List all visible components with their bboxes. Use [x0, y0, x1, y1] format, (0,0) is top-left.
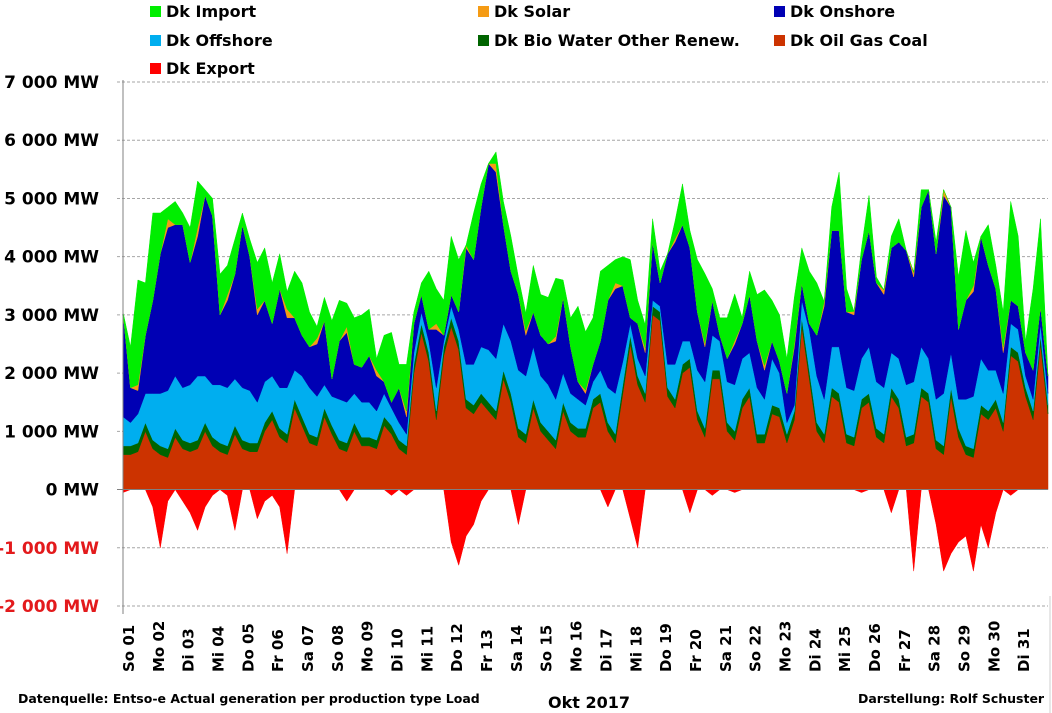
legend-swatch	[774, 6, 785, 17]
y-tick-label: 0 MW	[46, 481, 100, 501]
x-tick-label: Sa 28	[926, 625, 944, 672]
x-tick-label: Do 19	[657, 623, 675, 672]
x-tick-label: Fr 13	[478, 629, 496, 672]
legend: Dk Import Dk Solar Dk Onshore Dk Offshore Dk…	[150, 2, 928, 78]
legend-swatch	[478, 6, 489, 17]
legend-item: Dk Import	[150, 2, 256, 21]
x-tick-label: Di 17	[597, 628, 615, 672]
x-tick-label: Sa 07	[299, 625, 317, 672]
y-tick-label: 4 000 MW	[4, 248, 99, 268]
legend-item: Dk Bio Water Other Renew.	[478, 31, 740, 50]
legend-item: Dk Onshore	[774, 2, 895, 21]
x-tick-label: So 15	[538, 625, 556, 672]
x-tick-label: Fr 27	[896, 629, 914, 672]
legend-swatch	[478, 35, 489, 46]
y-tick-label: 1 000 MW	[4, 422, 99, 442]
legend-item: Dk Solar	[478, 2, 570, 21]
y-tick-label: 2 000 MW	[4, 364, 99, 384]
area-dk-export	[122, 489, 1049, 572]
legend-label: Dk Import	[166, 2, 256, 21]
x-tick-label: Do 26	[866, 623, 884, 672]
x-tick-label: So 01	[120, 625, 138, 672]
x-tick-label: Sa 14	[508, 625, 526, 672]
x-tick-label: Fr 06	[269, 629, 287, 672]
x-tick-label: Mi 18	[627, 626, 645, 672]
y-tick-label: -1 000 MW	[0, 539, 99, 559]
legend-item: Dk Offshore	[150, 31, 273, 50]
legend-item: Dk Oil Gas Coal	[774, 31, 928, 50]
area-dk-import	[122, 151, 1049, 412]
x-tick-label: Do 05	[239, 623, 257, 672]
x-tick-label: So 29	[956, 625, 974, 672]
axes	[117, 80, 1051, 713]
x-tick-label: Mo 09	[359, 621, 377, 672]
x-tick-label: Mo 02	[150, 621, 168, 672]
legend-swatch	[774, 35, 785, 46]
x-tick-label: Mi 04	[210, 626, 228, 672]
x-tick-label: Mi 25	[836, 626, 854, 672]
data-source-note: Datenquelle: Entso-e Actual generation p…	[18, 691, 480, 706]
legend-label: Dk Solar	[494, 2, 570, 21]
x-tick-label: Mo 16	[568, 621, 586, 672]
x-tick-label: Do 12	[448, 623, 466, 672]
x-tick-label: Mi 11	[418, 626, 436, 672]
x-tick-label: Sa 21	[717, 625, 735, 672]
y-tick-label: 3 000 MW	[4, 306, 99, 326]
author-credit: Darstellung: Rolf Schuster	[858, 691, 1045, 706]
legend-swatch	[150, 63, 161, 74]
legend-label: Dk Bio Water Other Renew.	[494, 31, 740, 50]
x-tick-label: Di 10	[389, 628, 407, 672]
x-tick-label: Mo 23	[777, 621, 795, 672]
x-tick-label: Di 03	[180, 628, 198, 672]
x-axis-label: Okt 2017	[548, 693, 630, 712]
x-tick-label: So 08	[329, 625, 347, 672]
y-tick-label: 6 000 MW	[4, 131, 99, 151]
x-axis-ticks: So 01 Mo 02 Di 03 Mi 04 Do 05 Fr 06 Sa 07 So 08…	[120, 621, 1033, 672]
legend-swatch	[150, 6, 161, 17]
x-tick-label: Mo 30	[985, 621, 1003, 672]
y-tick-label: 7 000 MW	[4, 73, 99, 93]
legend-label: Dk Offshore	[166, 31, 273, 50]
legend-label: Dk Export	[166, 59, 255, 78]
legend-swatch	[150, 35, 161, 46]
x-tick-label: Di 31	[1015, 628, 1033, 672]
legend-item: Dk Export	[150, 59, 255, 78]
legend-label: Dk Oil Gas Coal	[790, 31, 928, 50]
x-tick-label: Di 24	[806, 628, 824, 672]
area-layers	[122, 151, 1049, 572]
x-tick-label: So 22	[747, 625, 765, 672]
x-tick-label: Fr 20	[687, 629, 705, 672]
y-tick-label: -2 000 MW	[0, 597, 99, 617]
y-tick-label: 5 000 MW	[4, 189, 99, 209]
legend-label: Dk Onshore	[790, 2, 895, 21]
footer: Datenquelle: Entso-e Actual generation p…	[18, 691, 1045, 712]
y-axis-ticks: 7 000 MW 6 000 MW 5 000 MW 4 000 MW 3 000 MW…	[0, 73, 99, 617]
